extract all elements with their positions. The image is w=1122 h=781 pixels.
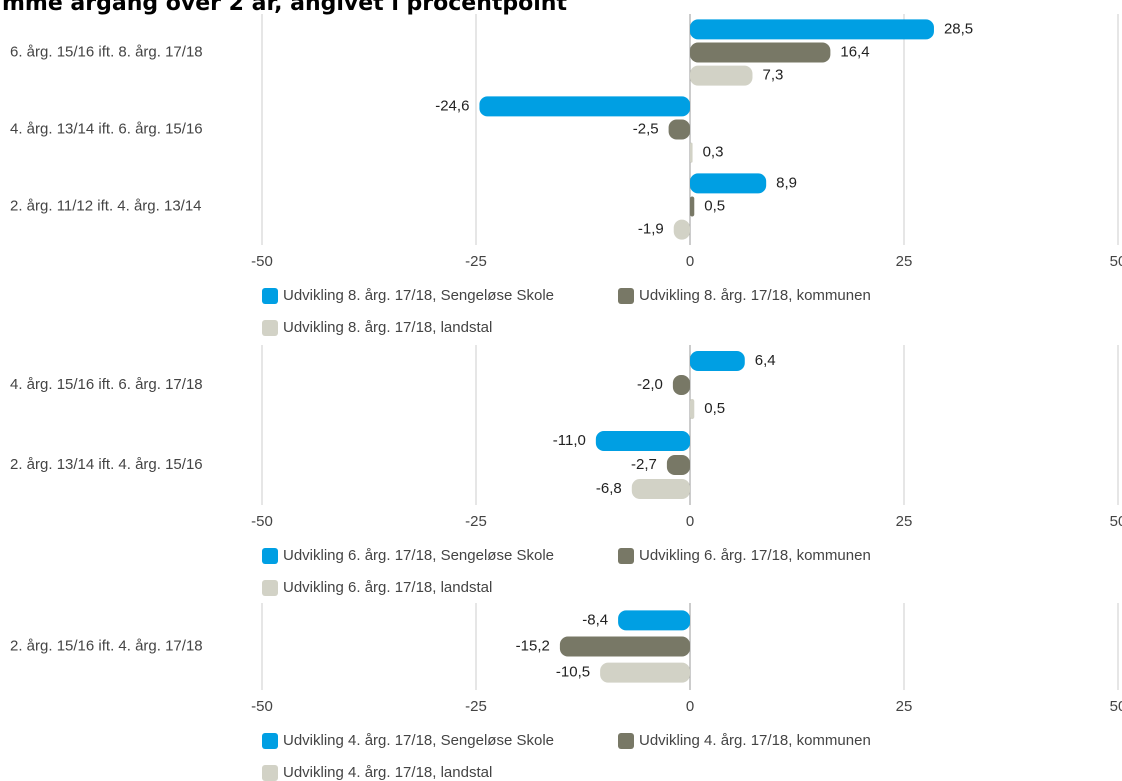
bar <box>690 196 695 217</box>
legend-label: Udvikling 6. årg. 17/18, landstal <box>283 579 492 596</box>
x-tick-label: -25 <box>465 513 487 530</box>
legend-swatch <box>262 548 278 564</box>
legend-swatch <box>262 288 278 304</box>
x-tick-label: 0 <box>686 513 694 530</box>
value-label: 0,5 <box>704 400 725 417</box>
x-tick-label: 25 <box>896 513 913 530</box>
x-tick-label: 50 <box>1110 253 1122 270</box>
x-tick-label: -50 <box>251 513 273 530</box>
category-label: 2. årg. 15/16 ift. 4. årg. 17/18 <box>10 637 203 654</box>
value-label: 8,9 <box>776 174 797 191</box>
value-label: -2,5 <box>633 120 659 137</box>
value-label: 16,4 <box>840 43 869 60</box>
bar <box>631 479 690 499</box>
legend-swatch <box>618 548 634 564</box>
bar <box>673 219 690 240</box>
category-label: 6. årg. 15/16 ift. 8. årg. 17/18 <box>10 43 203 60</box>
value-label: 0,3 <box>703 144 724 161</box>
x-tick-label: 50 <box>1110 513 1122 530</box>
legend-swatch <box>262 733 278 749</box>
legend-label: Udvikling 4. årg. 17/18, kommunen <box>639 732 871 749</box>
legend-label: Udvikling 8. årg. 17/18, Sengeløse Skole <box>283 287 554 304</box>
bar <box>672 375 690 395</box>
legend-swatch <box>262 580 278 596</box>
legend-swatch <box>262 765 278 781</box>
legend-swatch <box>618 733 634 749</box>
x-tick-label: 50 <box>1110 698 1122 715</box>
category-label: 2. årg. 13/14 ift. 4. årg. 15/16 <box>10 456 203 473</box>
legend-label: Udvikling 6. årg. 17/18, kommunen <box>639 547 871 564</box>
x-tick-label: 0 <box>686 698 694 715</box>
legend-label: Udvikling 8. årg. 17/18, landstal <box>283 319 492 336</box>
legend-swatch <box>618 288 634 304</box>
value-label: -2,7 <box>631 456 657 473</box>
bar <box>479 96 690 117</box>
value-label: -10,5 <box>556 664 590 681</box>
page-title: mme årgang over 2 år, angivet i procentp… <box>2 0 567 16</box>
bar <box>618 610 690 631</box>
value-label: -2,0 <box>637 376 663 393</box>
bar <box>600 662 690 683</box>
value-label: -11,0 <box>553 432 586 449</box>
value-label: 0,5 <box>704 197 725 214</box>
bar <box>690 351 745 371</box>
category-label: 2. årg. 11/12 ift. 4. årg. 13/14 <box>10 197 202 214</box>
x-tick-label: 25 <box>896 698 913 715</box>
bar <box>666 455 690 475</box>
value-label: -24,6 <box>435 97 469 114</box>
bar <box>690 399 695 419</box>
category-label: 4. årg. 13/14 ift. 6. årg. 15/16 <box>10 120 203 137</box>
bar <box>595 431 690 451</box>
x-tick-label: 0 <box>686 253 694 270</box>
value-label: -6,8 <box>596 480 622 497</box>
x-tick-label: -50 <box>251 253 273 270</box>
legend-label: Udvikling 4. årg. 17/18, landstal <box>283 764 492 781</box>
bar <box>690 42 831 63</box>
value-label: 7,3 <box>762 67 783 84</box>
value-label: 6,4 <box>755 352 776 369</box>
bar <box>559 636 690 657</box>
legend-label: Udvikling 8. årg. 17/18, kommunen <box>639 287 871 304</box>
bar <box>690 173 767 194</box>
x-tick-label: 25 <box>896 253 913 270</box>
x-tick-label: -25 <box>465 253 487 270</box>
value-label: -8,4 <box>582 611 608 628</box>
legend-label: Udvikling 6. årg. 17/18, Sengeløse Skole <box>283 547 554 564</box>
value-label: -15,2 <box>516 637 550 654</box>
bar <box>690 19 934 40</box>
value-label: -1,9 <box>638 221 664 238</box>
bar <box>668 119 690 140</box>
bar <box>690 142 693 163</box>
value-label: 28,5 <box>944 20 973 37</box>
x-tick-label: -25 <box>465 698 487 715</box>
legend-swatch <box>262 320 278 336</box>
category-label: 4. årg. 15/16 ift. 6. årg. 17/18 <box>10 376 203 393</box>
legend-label: Udvikling 4. årg. 17/18, Sengeløse Skole <box>283 732 554 749</box>
x-tick-label: -50 <box>251 698 273 715</box>
bar <box>690 65 753 86</box>
